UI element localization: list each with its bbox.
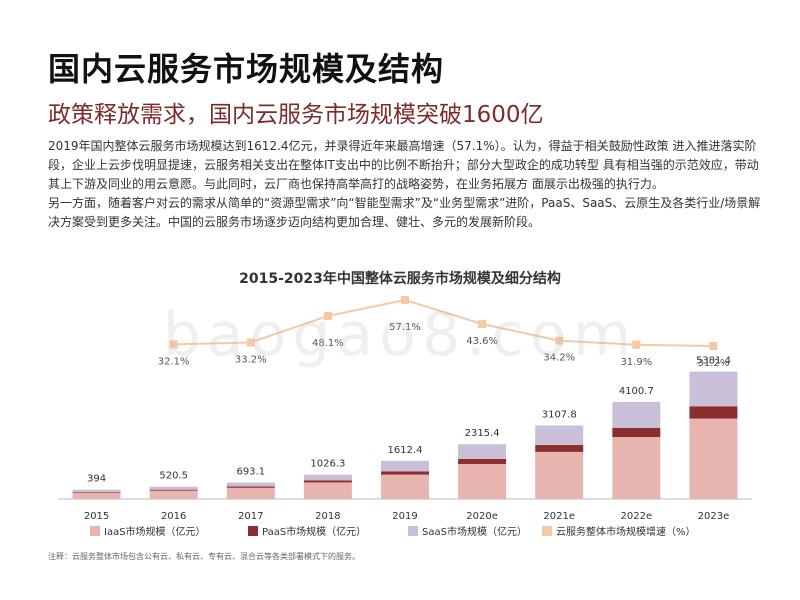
bar-segment-saas: [458, 444, 507, 460]
bar-segment-iaas: [149, 490, 198, 499]
bar-segment-paas: [303, 480, 352, 483]
x-tick-label: 2015: [84, 511, 109, 522]
growth-line: [173, 298, 714, 347]
page-subtitle: 政策释放需求，国内云服务市场规模突破1600亿: [48, 102, 544, 128]
growth-marker: [709, 342, 718, 350]
legend-swatch: [542, 526, 552, 536]
bar-segment-iaas: [72, 492, 121, 499]
growth-label: 33.2%: [235, 354, 267, 365]
bar-segment-saas: [226, 482, 275, 487]
legend-label: 云服务整体市场规模增速（%）: [556, 525, 696, 538]
x-tick-label: 2020e: [466, 511, 498, 522]
growth-label: 57.1%: [389, 322, 421, 333]
x-tick-label: 2021e: [543, 511, 575, 522]
bar-total-label: 1612.4: [388, 445, 423, 456]
growth-marker: [632, 340, 641, 349]
bar-total-label: 1026.3: [310, 459, 345, 470]
bar-segment-paas: [72, 491, 121, 493]
bar-segment-paas: [149, 489, 198, 491]
growth-marker: [478, 319, 487, 328]
x-tick-label: 2022e: [621, 511, 653, 522]
bar-segment-paas: [612, 427, 661, 437]
paragraph-2: 另一方面，随着客户对云的需求从简单的“资源型需求”向“智能型需求”及“业务型需求…: [48, 196, 761, 229]
legend-label: IaaS市场规模（亿元）: [104, 525, 206, 538]
bar-segment-iaas: [381, 474, 429, 499]
growth-label: 43.6%: [466, 336, 498, 347]
x-tick-label: 2017: [238, 511, 263, 522]
bar-total-label: 520.5: [159, 471, 188, 482]
bar-segment-saas: [303, 474, 352, 481]
bar-segment-paas: [226, 486, 275, 488]
growth-label: 48.1%: [312, 338, 344, 349]
bar-segment-paas: [381, 471, 429, 475]
growth-label: 31.2%: [698, 358, 730, 369]
paragraph-1: 2019年国内整体云服务市场规模达到1612.4亿元，并录得近年来最高增速（57…: [48, 139, 759, 191]
growth-marker: [323, 311, 332, 320]
x-tick-label: 2018: [315, 511, 340, 522]
footnote: 注释：云服务整体市场包含公有云、私有云、专有云、混合云等各类部署模式下的服务。: [48, 552, 360, 561]
bar-total-label: 4100.7: [619, 386, 654, 397]
bar-segment-saas: [72, 489, 121, 492]
growth-marker: [401, 296, 409, 304]
growth-label: 34.2%: [543, 353, 575, 364]
bar-segment-iaas: [535, 451, 584, 499]
bar-segment-iaas: [458, 463, 507, 499]
bar-segment-iaas: [303, 482, 352, 499]
growth-marker: [169, 340, 178, 349]
bar-total-label: 3107.8: [542, 409, 577, 420]
legend-label: PaaS市场规模（亿元）: [262, 525, 366, 538]
x-tick-label: 2019: [392, 511, 417, 522]
growth-marker: [246, 338, 255, 347]
bar-total-label: 693.1: [236, 467, 265, 478]
bar-total-label: 2315.4: [465, 428, 500, 439]
page-title: 国内云服务市场规模及结构: [48, 50, 445, 88]
bar-total-label: 394: [87, 474, 106, 485]
legend-label: SaaS市场规模（亿元）: [422, 525, 527, 538]
bar-segment-paas: [535, 445, 584, 452]
bar-segment-saas: [149, 486, 198, 490]
bar-segment-iaas: [226, 487, 275, 499]
bar-segment-iaas: [689, 418, 738, 499]
body-text: 2019年国内整体云服务市场规模达到1612.4亿元，并录得近年来最高增速（57…: [48, 137, 764, 232]
legend-swatch: [90, 526, 100, 536]
legend-swatch: [408, 526, 418, 536]
x-tick-label: 2016: [161, 511, 186, 522]
bar-segment-saas: [381, 460, 429, 472]
chart-title: 2015-2023年中国整体云服务市场规模及细分结构: [239, 271, 561, 287]
bar-segment-saas: [689, 371, 738, 407]
growth-marker: [555, 336, 564, 345]
growth-label: 31.9%: [620, 357, 652, 368]
bar-segment-saas: [612, 401, 661, 428]
bar-segment-iaas: [612, 436, 661, 499]
growth-label: 32.1%: [158, 356, 190, 367]
legend-swatch: [248, 526, 258, 536]
bar-segment-paas: [458, 459, 507, 464]
x-tick-label: 2023e: [698, 511, 730, 522]
bar-segment-saas: [535, 425, 584, 446]
bar-total-label: 5381.4: [696, 356, 731, 367]
bar-segment-paas: [689, 406, 738, 419]
